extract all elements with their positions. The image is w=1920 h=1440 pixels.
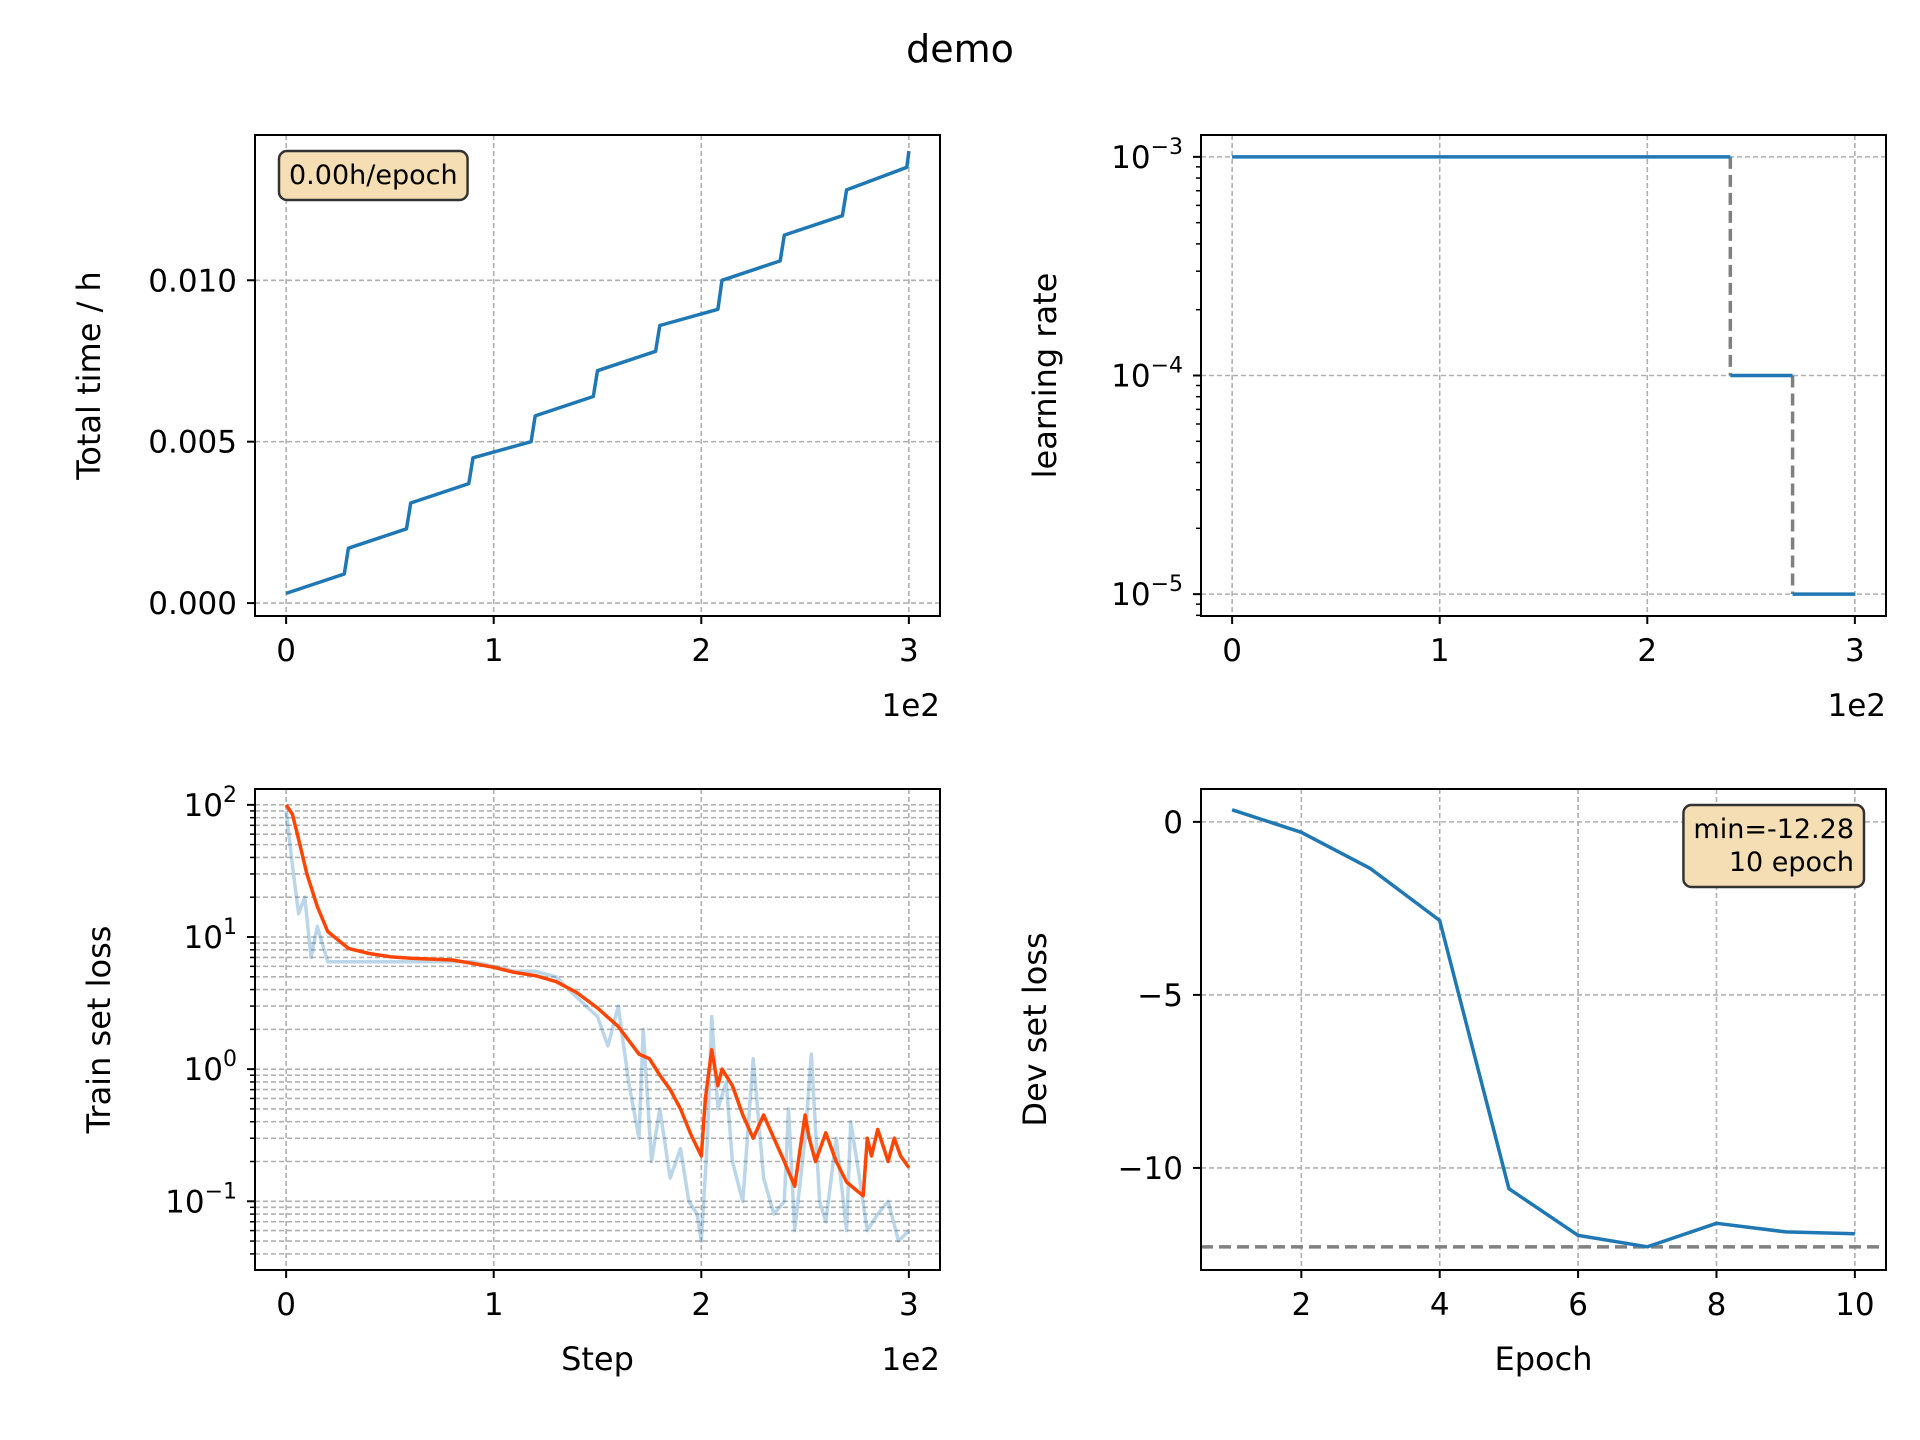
y-tick-label: 0	[1163, 805, 1183, 841]
y-tick-label: 0.000	[148, 586, 237, 622]
y-tick-label: 10−1	[165, 1179, 237, 1220]
axes-frame	[254, 134, 941, 617]
series-line-2	[284, 803, 911, 1198]
subplot-dev: 2 4 6 8 10 0 −5 −10 Dev set loss Epoch min=-12.281…	[1016, 788, 1887, 1378]
x-tick-label: 1	[484, 1287, 504, 1323]
y-tick-label: 0.005	[148, 425, 237, 461]
x-axis-label: Epoch	[1495, 1340, 1593, 1378]
series-line-1	[285, 150, 911, 596]
plot-data	[284, 803, 911, 1243]
subplot-lr: 0 1 2 3 1e2 10−3 10−4 10−5 learning rate	[1026, 134, 1887, 724]
series-line-1	[284, 810, 911, 1243]
subplot-train: 0 1 2 3 1e2 102 101 100 10−1 Train set loss Step	[80, 783, 941, 1378]
x-tick-label: 2	[1291, 1287, 1311, 1323]
y-tick-label: 10−4	[1111, 354, 1183, 395]
y-tick-label: 10−5	[1111, 572, 1183, 613]
axes-frame	[1200, 788, 1887, 1271]
x-offset-label: 1e2	[881, 688, 940, 724]
annotation-background	[1682, 803, 1866, 889]
gridlines	[255, 135, 940, 616]
y-tick-label: 100	[184, 1047, 237, 1088]
x-tick-label: 3	[899, 633, 919, 669]
x-offset-label: 1e2	[1827, 688, 1886, 724]
x-tick-label: 2	[691, 1287, 711, 1323]
annotation-text: 10 epoch	[1729, 847, 1854, 878]
x-offset-label: 1e2	[881, 1342, 940, 1378]
y-tick-label: 10−3	[1111, 135, 1183, 176]
y-axis-label: Dev set loss	[1016, 932, 1054, 1126]
y-tick-label: 101	[184, 915, 237, 956]
y-tick-label: −5	[1137, 978, 1183, 1014]
x-tick-label: 0	[1222, 633, 1242, 669]
plot-data	[1201, 808, 1886, 1249]
subplot-time: 0 1 2 3 1e2 0.000 0.005 0.010 Total time / h 0.00…	[70, 134, 941, 724]
plot-data	[1232, 155, 1855, 596]
x-tick-label: 3	[1845, 633, 1865, 669]
y-tick-label: 102	[184, 783, 237, 824]
plot-data	[285, 150, 911, 596]
y-axis-label: learning rate	[1026, 273, 1064, 479]
x-axis-label: Step	[561, 1340, 634, 1378]
x-tick-label: 2	[1637, 633, 1657, 669]
annotation-box: 0.00h/epoch	[277, 149, 469, 202]
axes-frame	[254, 788, 941, 1271]
x-tick-label: 3	[899, 1287, 919, 1323]
y-tick-label: −10	[1118, 1151, 1183, 1187]
gridlines	[255, 789, 940, 1270]
y-axis-label: Train set loss	[80, 926, 118, 1135]
figure-title: demo	[906, 27, 1014, 71]
x-tick-label: 0	[276, 633, 296, 669]
annotation-text: 0.00h/epoch	[289, 160, 458, 191]
x-tick-label: 2	[691, 633, 711, 669]
y-tick-label: 0.010	[148, 263, 237, 299]
x-tick-label: 8	[1707, 1287, 1727, 1323]
x-tick-label: 6	[1568, 1287, 1588, 1323]
series-line-1	[1231, 808, 1855, 1249]
x-tick-label: 1	[1430, 633, 1450, 669]
annotation-text: min=-12.28	[1693, 814, 1854, 845]
x-tick-label: 1	[484, 633, 504, 669]
annotation-background	[277, 149, 469, 202]
x-tick-label: 4	[1430, 1287, 1450, 1323]
x-tick-label: 10	[1835, 1287, 1874, 1323]
x-tick-label: 0	[276, 1287, 296, 1323]
y-axis-label: Total time / h	[70, 271, 108, 481]
